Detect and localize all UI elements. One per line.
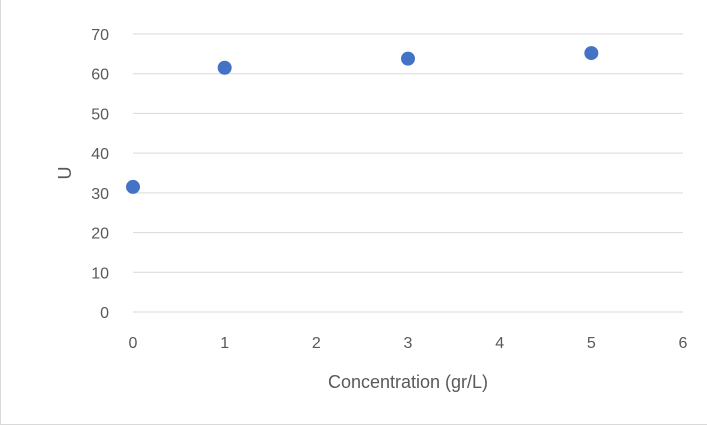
y-tick-label: 0 <box>100 305 109 322</box>
y-tick-label: 30 <box>91 186 109 203</box>
data-point <box>401 51 415 66</box>
y-tick-label: 20 <box>91 226 109 243</box>
data-point <box>584 46 599 61</box>
y-tick-label: 60 <box>91 67 109 84</box>
tick-labels: 0 10 20 30 40 50 60 70 0 1 2 3 4 5 6 <box>91 27 687 352</box>
x-tick-label: 0 <box>129 335 138 352</box>
data-points <box>126 46 599 194</box>
x-tick-label: 1 <box>220 335 229 352</box>
y-tick-label: 70 <box>91 27 109 44</box>
x-tick-label: 2 <box>312 335 321 352</box>
x-tick-label: 4 <box>495 335 504 352</box>
y-tick-label: 10 <box>91 265 109 282</box>
data-point <box>126 179 140 194</box>
x-tick-label: 3 <box>404 335 413 352</box>
y-tick-label: 50 <box>91 106 109 123</box>
x-tick-label: 6 <box>679 335 688 352</box>
y-axis-title: U <box>55 167 75 180</box>
x-axis-title: Concentration (gr/L) <box>328 372 488 392</box>
x-tick-label: 5 <box>587 335 596 352</box>
y-tick-label: 40 <box>91 146 109 163</box>
data-point <box>217 60 232 75</box>
gridlines <box>133 33 683 313</box>
